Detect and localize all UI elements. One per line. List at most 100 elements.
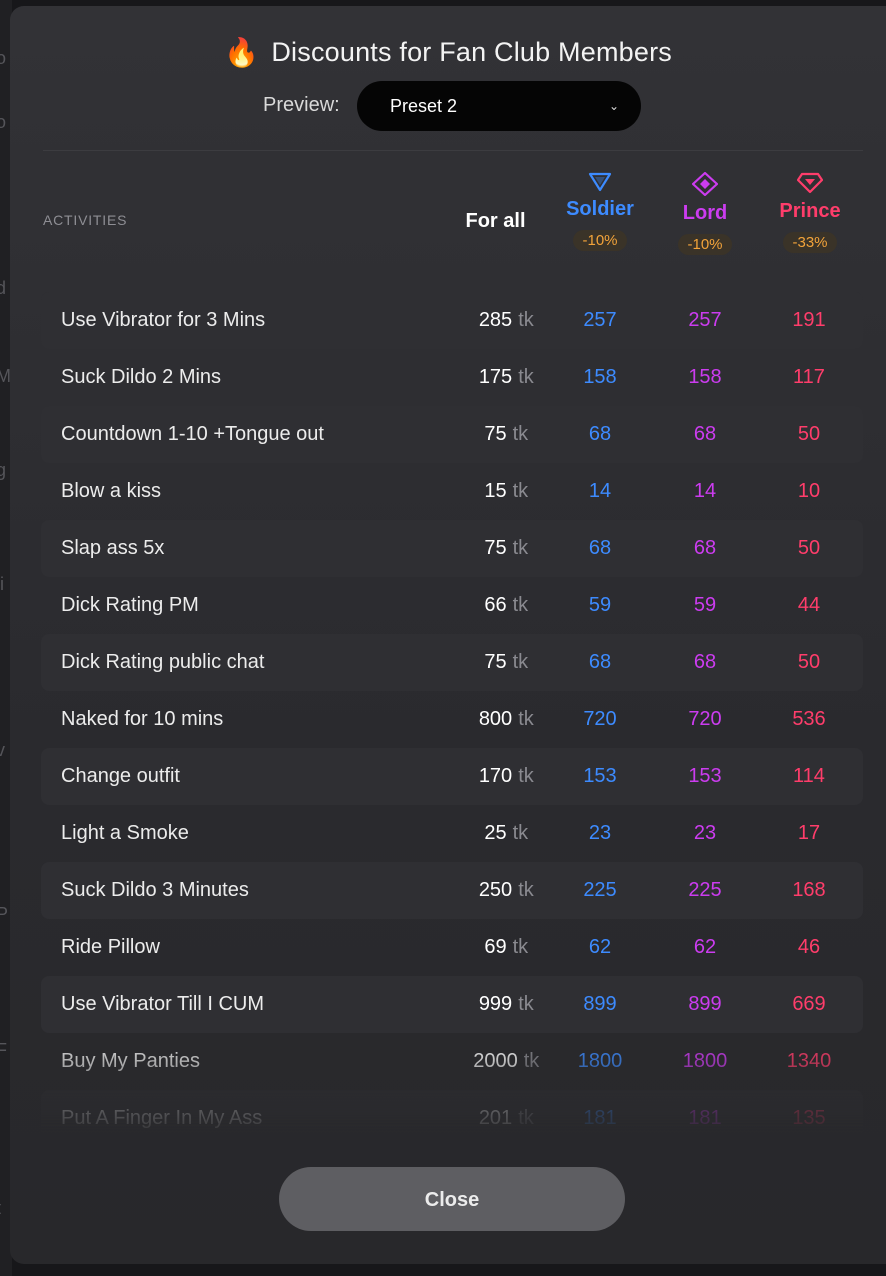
currency-label: tk [518, 993, 534, 1015]
currency-label: tk [518, 708, 534, 730]
price-value: 250 [478, 879, 513, 901]
price-for-all: 66 tk [448, 577, 543, 634]
activity-name: Put A Finger In My Ass [61, 1107, 263, 1129]
table-row: Use Vibrator Till I CUM 999 tk 899 899 669 [41, 976, 863, 1033]
price-value: 201 [478, 1107, 513, 1129]
soldier-price: 720 [583, 708, 617, 730]
tier-prince-header: Prince -33% [760, 172, 860, 253]
table-row: Suck Dildo 3 Minutes 250 tk 225 225 168 [41, 862, 863, 919]
triangle-down-icon [588, 172, 612, 192]
currency-label: tk [518, 366, 534, 388]
tier-discount-badge: -10% [573, 230, 627, 251]
table-row: Blow a kiss 15 tk 14 14 10 [41, 463, 863, 520]
price-for-all: 285 tk [448, 292, 543, 349]
table-row: Naked for 10 mins 800 tk 720 720 536 [41, 691, 863, 748]
prince-price: 50 [797, 537, 821, 559]
price-value: 75 [484, 423, 507, 445]
currency-label: tk [512, 936, 529, 958]
price-value: 75 [484, 651, 507, 673]
chevron-down-icon: ⌄ [608, 99, 619, 113]
table-row: Dick Rating PM 66 tk 59 59 44 [41, 577, 863, 634]
prince-price: 46 [797, 936, 821, 958]
price-value: 800 [478, 708, 513, 730]
activities-column-header: ACTIVITIES [43, 212, 128, 228]
table-row: Slap ass 5x 75 tk 68 68 50 [41, 520, 863, 577]
price-value: 170 [478, 765, 513, 787]
currency-label: tk [512, 594, 529, 616]
lord-price: 225 [688, 879, 722, 901]
lord-price: 153 [688, 765, 722, 787]
lord-price: 181 [688, 1107, 722, 1129]
price-value: 15 [484, 480, 507, 502]
lord-price: 899 [688, 993, 722, 1015]
price-value: 25 [484, 822, 507, 844]
prince-price: 10 [797, 480, 821, 502]
soldier-price: 68 [588, 651, 612, 673]
price-for-all: 25 tk [448, 805, 543, 862]
preview-select[interactable]: Preset 2 ⌄ [357, 81, 641, 131]
header-divider [43, 150, 863, 151]
table-row: Put A Finger In My Ass 201 tk 181 181 135 [41, 1090, 863, 1134]
table-row: Buy My Panties 2000 tk 1800 1800 1340 [41, 1033, 863, 1090]
activity-name: Ride Pillow [61, 936, 160, 958]
soldier-price: 225 [583, 879, 617, 901]
currency-label: tk [512, 822, 529, 844]
activities-table[interactable]: Use Vibrator for 3 Mins 285 tk 257 257 191 Suc… [41, 292, 863, 1134]
lord-price: 62 [693, 936, 717, 958]
prince-price: 117 [793, 366, 825, 388]
price-for-all: 75 tk [448, 520, 543, 577]
price-for-all: 15 tk [448, 463, 543, 520]
activity-name: Dick Rating public chat [61, 651, 265, 673]
activity-name: Naked for 10 mins [61, 708, 224, 730]
prince-price: 50 [797, 651, 821, 673]
price-for-all: 175 tk [448, 349, 543, 406]
prince-price: 44 [797, 594, 821, 616]
tier-lord-header: Lord -10% [655, 172, 755, 255]
prince-price: 669 [792, 993, 826, 1015]
for-all-column-header: For all [465, 210, 526, 232]
prince-price: 536 [792, 708, 826, 730]
close-button[interactable]: Close [279, 1167, 625, 1231]
tier-name: Soldier [566, 198, 634, 220]
preview-label: Preview: [263, 94, 340, 116]
soldier-price: 257 [583, 309, 617, 331]
currency-label: tk [512, 651, 529, 673]
currency-label: tk [512, 537, 529, 559]
prince-price: 135 [792, 1107, 826, 1129]
soldier-price: 158 [583, 366, 617, 388]
soldier-price: 181 [583, 1107, 617, 1129]
prince-price: 191 [792, 309, 826, 331]
background-page-edge: ood Mgli vPFt [0, 0, 12, 1276]
lord-price: 1800 [682, 1050, 728, 1072]
price-for-all: 2000 tk [448, 1033, 543, 1090]
fire-icon: 🔥 [224, 37, 259, 68]
price-for-all: 201 tk [448, 1090, 543, 1134]
lord-price: 59 [693, 594, 717, 616]
lord-price: 23 [693, 822, 717, 844]
soldier-price: 899 [583, 993, 617, 1015]
currency-label: tk [518, 309, 534, 331]
price-value: 2000 [473, 1050, 518, 1072]
lord-price: 68 [693, 651, 717, 673]
soldier-price: 62 [588, 936, 612, 958]
soldier-price: 68 [588, 537, 612, 559]
price-value: 175 [478, 366, 513, 388]
price-value: 75 [484, 537, 507, 559]
lord-price: 68 [693, 537, 717, 559]
prince-price: 50 [797, 423, 821, 445]
prince-price: 1340 [786, 1050, 832, 1072]
gem-icon [797, 172, 823, 194]
price-value: 66 [484, 594, 507, 616]
lord-price: 68 [693, 423, 717, 445]
table-row: Dick Rating public chat 75 tk 68 68 50 [41, 634, 863, 691]
prince-price: 168 [792, 879, 826, 901]
currency-label: tk [512, 480, 529, 502]
activity-name: Countdown 1-10 +Tongue out [61, 423, 324, 445]
tier-name: Prince [779, 200, 841, 222]
table-row: Use Vibrator for 3 Mins 285 tk 257 257 191 [41, 292, 863, 349]
price-for-all: 75 tk [448, 406, 543, 463]
price-value: 285 [478, 309, 513, 331]
prince-price: 17 [797, 822, 821, 844]
currency-label: tk [518, 1107, 534, 1129]
tier-name: Lord [682, 202, 728, 224]
